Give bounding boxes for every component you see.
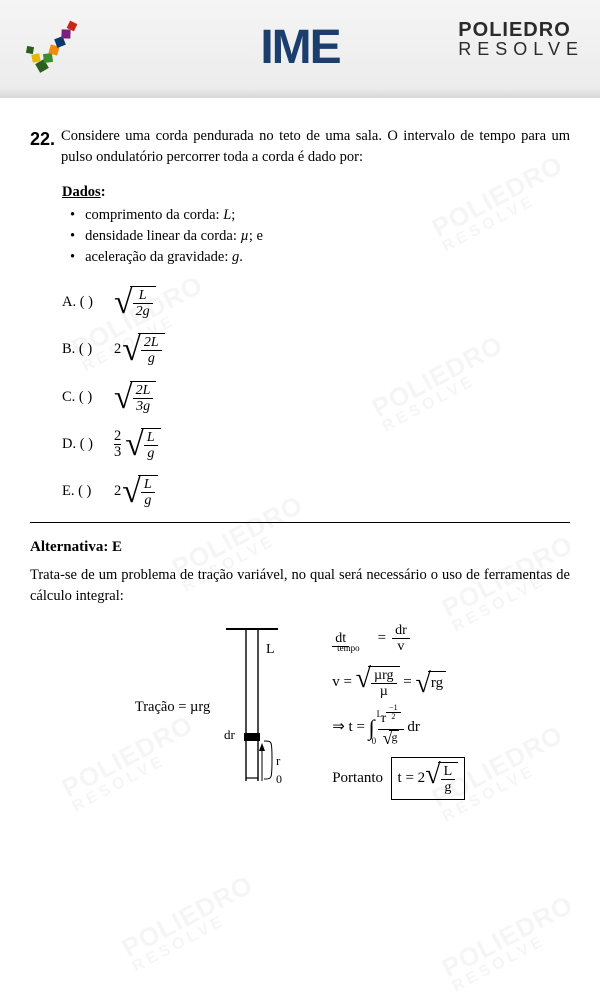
svg-text:0: 0 xyxy=(276,772,282,786)
dados-item: aceleração da gravidade: g. xyxy=(62,247,570,268)
diagram-wrap: Tração = µrg L dr r 0 xyxy=(135,623,294,793)
alternative-option[interactable]: D. ( )23√Lg xyxy=(62,428,570,461)
page-content: 22. Considere uma corda pendurada no tet… xyxy=(0,98,600,842)
poliedro-brand: POLIEDRO RESOLVE xyxy=(458,20,584,58)
alternative-option[interactable]: A. ( )√L2g xyxy=(62,286,570,319)
dados-item: densidade linear da corda: µ; e xyxy=(62,226,570,247)
brand-bottom: RESOLVE xyxy=(458,40,584,58)
equations-column: dt tempo = drv v = √ µrgµ = √rg ⇒ t = ∫0… xyxy=(332,623,465,812)
question-row: 22. Considere uma corda pendurada no tet… xyxy=(30,126,570,168)
tracao-label: Tração = µrg xyxy=(135,697,210,718)
brand-top: POLIEDRO xyxy=(458,20,584,40)
solution-body: Tração = µrg L dr r 0 dt temp xyxy=(30,623,570,812)
watermark: POLIEDRORESOLVE xyxy=(437,889,587,1000)
alternative-option[interactable]: B. ( )2√2Lg xyxy=(62,333,570,366)
question-number: 22. xyxy=(30,126,55,168)
dados-block: Dados: comprimento da corda: L;densidade… xyxy=(62,182,570,268)
dados-title: Dados xyxy=(62,184,101,200)
watermark: POLIEDRORESOLVE xyxy=(117,869,267,980)
equation-3: ⇒ t = ∫0L r−12 √g dr xyxy=(332,711,465,745)
svg-text:r: r xyxy=(276,753,281,768)
svg-text:L: L xyxy=(266,642,275,657)
svg-text:dr: dr xyxy=(224,727,236,742)
ime-title: IME xyxy=(260,20,339,75)
alternatives-list: A. ( )√L2g B. ( )2√2Lg C. ( )√2L3g D. ( )23… xyxy=(62,286,570,508)
equation-1: dt tempo = drv xyxy=(332,623,465,654)
equation-4: Portanto t = 2 √ Lg xyxy=(332,757,465,800)
answer-intro: Trata-se de um problema de tração variáv… xyxy=(30,565,570,607)
alternative-option[interactable]: C. ( )√2L3g xyxy=(62,381,570,414)
dados-item: comprimento da corda: L; xyxy=(62,205,570,226)
answer-label: Alternativa: E xyxy=(30,537,570,559)
dados-list: comprimento da corda: L;densidade linear… xyxy=(62,205,570,268)
page-header: IME POLIEDRO RESOLVE xyxy=(0,0,600,98)
question-text: Considere uma corda pendurada no teto de… xyxy=(61,126,570,168)
checkmark-logo-icon xyxy=(12,8,92,88)
alternative-option[interactable]: E. ( )2√Lg xyxy=(62,475,570,508)
equation-2: v = √ µrgµ = √rg xyxy=(332,666,465,699)
separator-line xyxy=(30,522,570,523)
rope-diagram-icon: L dr r 0 xyxy=(216,623,294,793)
